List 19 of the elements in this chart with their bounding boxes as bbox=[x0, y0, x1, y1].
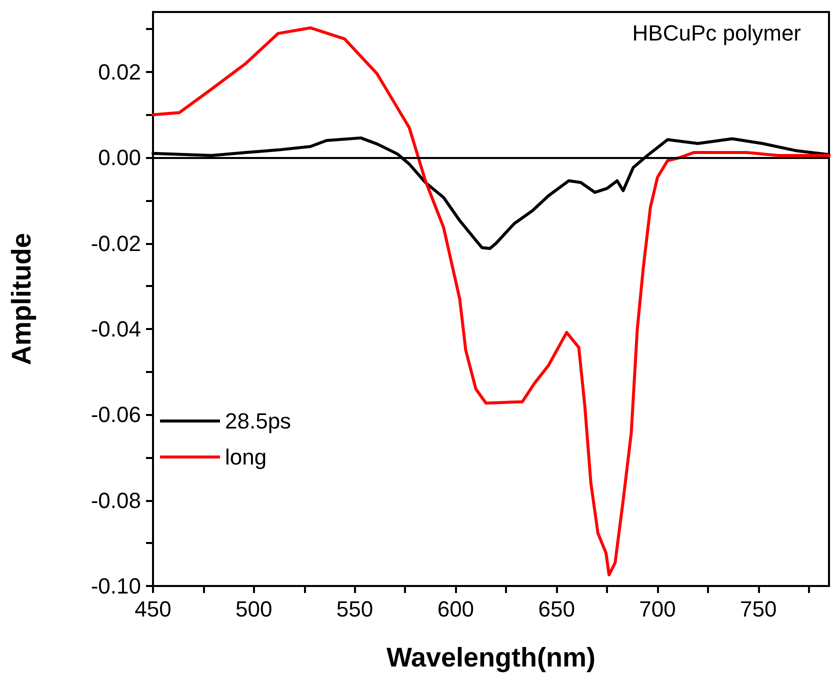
y-tick-label: -0.10 bbox=[90, 574, 141, 598]
y-tick-label: 0.00 bbox=[98, 145, 141, 170]
legend-label: long bbox=[225, 444, 267, 470]
x-tick-label: 700 bbox=[639, 596, 676, 622]
annotation: HBCuPc polymer bbox=[632, 20, 801, 46]
legend-label: 28.5ps bbox=[225, 408, 292, 434]
x-tick-label: 650 bbox=[538, 596, 575, 622]
x-tick-label: 600 bbox=[437, 596, 474, 622]
y-tick-label: -0.06 bbox=[90, 402, 141, 428]
y-tick-label: -0.04 bbox=[90, 316, 141, 342]
y-tick-label: -0.08 bbox=[90, 488, 141, 513]
x-tick-label: 500 bbox=[236, 596, 272, 622]
x-tick-label: 750 bbox=[740, 596, 777, 622]
y-tick-label: 0.02 bbox=[98, 59, 141, 84]
x-tick-label: 550 bbox=[336, 596, 374, 622]
x-axis-title: Wavelength(nm) bbox=[386, 642, 596, 672]
x-tick-label: 450 bbox=[134, 596, 172, 622]
y-axis-title: Amplitude bbox=[6, 233, 36, 365]
y-tick-label: -0.02 bbox=[90, 230, 141, 256]
